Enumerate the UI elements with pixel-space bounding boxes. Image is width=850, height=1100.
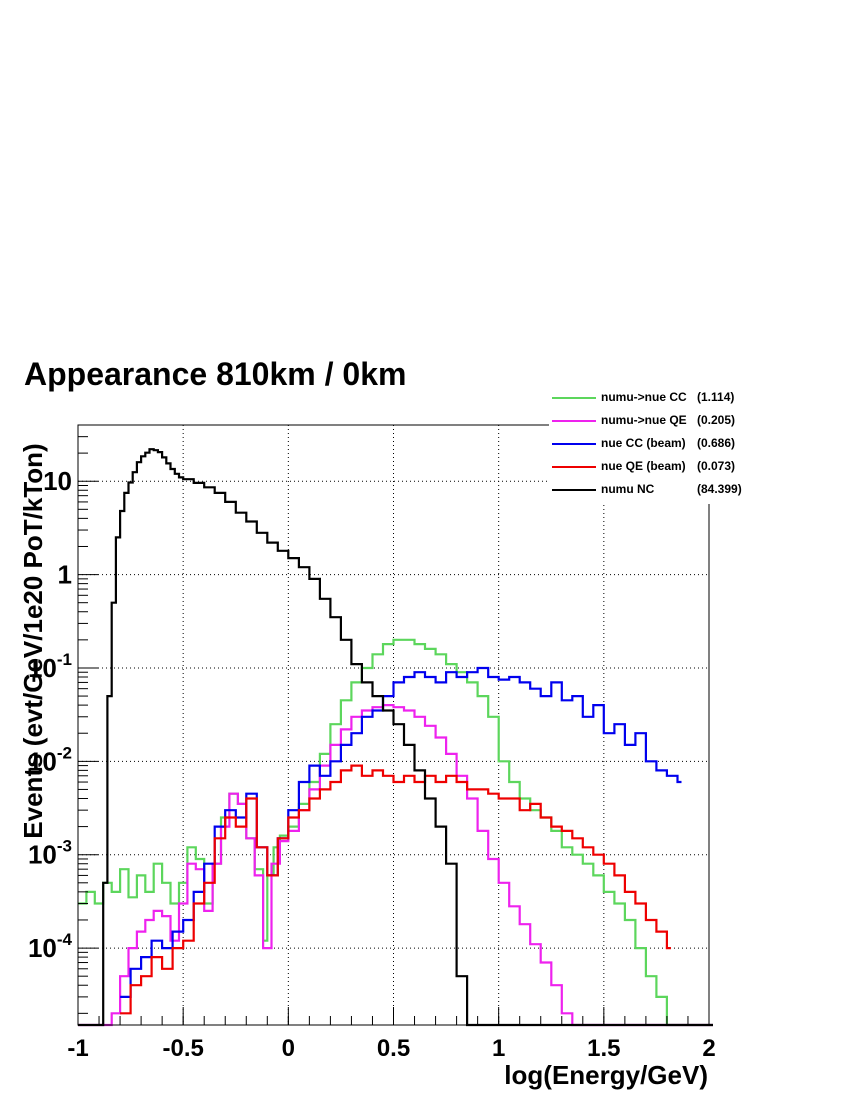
- legend-swatch: [552, 489, 596, 491]
- legend-label: numu->nue QE: [601, 413, 687, 427]
- series-line-1: [78, 704, 713, 1027]
- legend-swatch: [552, 397, 596, 399]
- legend-entry: numu->nue CC (1.114): [549, 386, 755, 408]
- x-tick-label: -1: [67, 1035, 88, 1062]
- legend-label: numu NC: [601, 482, 655, 496]
- legend-entry: nue QE (beam) (0.073): [549, 455, 755, 477]
- legend-entry: numu->nue QE (0.205): [549, 409, 755, 431]
- legend-value: (84.399): [697, 482, 742, 496]
- legend-swatch: [552, 420, 596, 422]
- y-axis-ticks: 10-4 10-3 10-2 10-1 1 10: [28, 424, 98, 1014]
- x-axis-ticks: -1 -0.5 0 0.5 1 1.5 2: [67, 1007, 716, 1062]
- legend-value: (0.686): [697, 436, 736, 450]
- y-tick-label: 10-4: [28, 930, 73, 963]
- x-tick-label: 1.5: [587, 1035, 620, 1062]
- y-tick-label: 1: [58, 560, 72, 590]
- legend-label: nue QE (beam): [601, 459, 686, 473]
- legend-label: numu->nue CC: [601, 390, 687, 404]
- y-tick-label: 10: [43, 466, 72, 496]
- x-tick-label: 0: [282, 1035, 295, 1062]
- y-tick-label: 10-3: [28, 837, 72, 870]
- series-line-4: [78, 448, 713, 1027]
- x-tick-label: 1: [492, 1035, 505, 1062]
- y-tick-label: 10-2: [28, 743, 72, 776]
- x-tick-label: 0.5: [377, 1035, 410, 1062]
- legend: numu->nue CC (1.114) numu->nue QE (0.205) nu…: [549, 386, 755, 504]
- y-tick-label: 10-1: [28, 650, 72, 683]
- legend-label: nue CC (beam): [601, 436, 686, 450]
- series-group: [78, 448, 713, 1027]
- x-tick-label: -0.5: [162, 1035, 203, 1062]
- y-axis-label: Events (evt/GeV/1e20 PoT/kTon): [18, 443, 48, 838]
- x-tick-label: 2: [702, 1035, 715, 1062]
- x-axis-label: log(Energy/GeV): [504, 1060, 708, 1090]
- legend-value: (1.114): [697, 390, 735, 404]
- legend-entry: numu NC (84.399): [549, 478, 755, 500]
- legend-swatch: [552, 443, 596, 445]
- legend-value: (0.205): [697, 413, 736, 427]
- series-line-3: [120, 764, 671, 1015]
- chart-title: Appearance 810km / 0km: [24, 356, 407, 392]
- series-line-0: [78, 638, 713, 1027]
- series-line-2: [120, 666, 682, 998]
- legend-value: (0.073): [697, 459, 736, 473]
- legend-swatch: [552, 466, 596, 468]
- legend-entry: nue CC (beam) (0.686): [549, 432, 755, 454]
